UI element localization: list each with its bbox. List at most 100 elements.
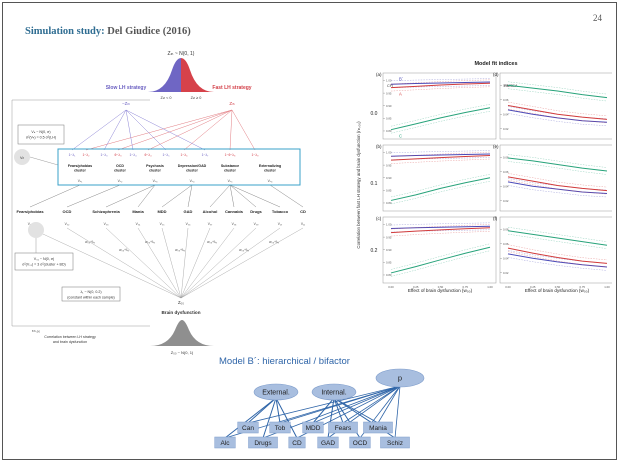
loading-path	[71, 109, 127, 151]
ci-lower	[507, 257, 608, 271]
corr-path	[11, 100, 150, 327]
loading-path	[147, 109, 233, 151]
internal-factor	[311, 383, 357, 401]
factor-path	[312, 397, 335, 424]
panel-frame	[499, 144, 612, 212]
loading-path	[183, 109, 233, 151]
var2-line: σ²(V₀₁) = 3 σ²(cluster + BD)	[22, 263, 65, 267]
y-tick-label: 0.95	[386, 235, 392, 239]
var1-line: σ²(Vₕ) = 0.5 σ²(LH)	[26, 136, 56, 140]
external-factor	[253, 383, 299, 401]
cluster-loading: θ−λ₄	[145, 153, 153, 157]
indicator-box	[214, 436, 236, 449]
x-tick-label: 0.25	[530, 285, 536, 289]
series-line	[507, 157, 608, 172]
series-line	[507, 230, 608, 246]
series-label: A	[399, 92, 402, 97]
fit-panel: (a) 1.00 0.95 0.90 0.85 0.80 CFI B´ A C	[376, 72, 497, 140]
y-tick-label: 0.02	[503, 271, 509, 275]
indicator-label: Alc	[220, 440, 230, 447]
y-tick-label: 0.06	[503, 170, 509, 174]
ci-lower	[390, 158, 491, 164]
cluster-v: Vₖ₂	[118, 179, 123, 183]
bd-path	[66, 227, 182, 299]
variance-text-top: Vₕ ~ N(0, σ) σ²(Vₕ) = 0.5 σ²(LH)	[26, 130, 56, 140]
cluster-name: Substance	[221, 164, 239, 168]
cluster-suffix: cluster	[114, 169, 126, 173]
loading-path	[231, 109, 256, 151]
series-line	[507, 176, 608, 192]
indicator-label: CD	[292, 440, 302, 447]
y-tick-label: 0.08	[503, 83, 509, 87]
row-value: 0.2	[371, 248, 378, 254]
y-tick-label: 0.90	[386, 104, 392, 108]
disorder-v: V₀₁	[28, 222, 33, 226]
ci-upper	[390, 222, 491, 226]
indicator-box	[363, 421, 393, 434]
index-label: CFI	[387, 84, 393, 88]
slow-z: −Zₗₕ	[122, 101, 130, 106]
cluster-name: Externalizing	[259, 164, 281, 168]
brain-label: Brain dysfunction	[161, 310, 200, 315]
ci-upper	[390, 150, 491, 154]
disorder-v: V₀₂	[65, 222, 70, 226]
y-tick-label: 0.08	[503, 155, 509, 159]
series-label: B´	[399, 76, 404, 81]
y-tick-label: 0.04	[503, 184, 509, 188]
cluster-v: Vₖ₅	[228, 179, 233, 183]
lam-line: (constant within each sample)	[67, 296, 115, 300]
x-tick-label: 0.00	[505, 285, 511, 289]
top-curve-pos	[181, 58, 214, 92]
factor-path	[275, 397, 281, 424]
brain-curve	[150, 320, 214, 346]
cluster-box	[57, 148, 301, 186]
cluster-name: Fears/phobias	[68, 164, 92, 168]
bd-loading: w₀₃+λ₃	[269, 240, 279, 244]
cluster-path	[229, 184, 281, 208]
variance-text-bottom: V₀₁ ~ N(0, σ) σ²(V₀₁) = 3 σ²(cluster + BD…	[22, 257, 65, 267]
fit-panel: (e) 0.08 0.06 0.04 0.02	[493, 144, 612, 212]
series-line	[390, 81, 491, 85]
y-tick-label: 0.06	[503, 98, 509, 102]
cluster-path	[229, 184, 235, 208]
cluster-loading: 1−λ₅	[163, 153, 171, 157]
ci-lower	[507, 180, 608, 195]
panel-letter: (e)	[493, 144, 499, 149]
curve-neg-label: Zₗₕ < 0	[161, 96, 172, 100]
loading-path	[229, 109, 233, 151]
cluster-loading: 1−λ₁	[69, 153, 77, 157]
ci-upper	[507, 101, 608, 117]
cluster-v: Vₖ₃	[153, 179, 158, 183]
fit-panel: (b) 1.00 0.95 0.90 0.85 0.80	[376, 144, 497, 212]
x-tick-label: 1.00	[487, 285, 493, 289]
cluster-suffix: cluster	[74, 169, 86, 173]
lambda-text: λ₁ ~ N(0, 0.2) (constant within each samp…	[67, 290, 115, 300]
panel-letter: (d)	[493, 72, 499, 77]
loading-path	[117, 109, 233, 151]
ci-lower	[507, 88, 608, 102]
general-path	[377, 385, 401, 424]
ci-lower	[390, 181, 491, 205]
series-line	[507, 247, 608, 264]
series-line	[390, 107, 491, 131]
disorder-v: V₀₈	[232, 222, 237, 226]
disorder-v: V₀₅	[160, 222, 165, 226]
v-left-label: Vₕ	[20, 156, 25, 160]
lambda-box	[61, 286, 121, 302]
cluster-suffix: cluster	[264, 169, 276, 173]
cluster-suffix: cluster	[224, 169, 236, 173]
loading-path	[125, 109, 134, 151]
y-tick-label: 0.95	[386, 91, 392, 95]
row-labels: 0.0 0.1 0.2	[371, 111, 378, 254]
disorder-name: Alcohol	[203, 209, 218, 214]
disorder-v: V₁₁	[301, 222, 305, 226]
title-main: Simulation study:	[25, 26, 105, 37]
title-sub: Del Giudice (2016)	[107, 26, 191, 37]
fit-panels: (a) 1.00 0.95 0.90 0.85 0.80 CFI B´ A C (b) 1.00 0.9…	[376, 72, 612, 289]
ci-upper	[390, 243, 491, 270]
series-line	[507, 84, 608, 99]
factor-path	[333, 397, 379, 424]
cluster-path	[209, 184, 231, 208]
